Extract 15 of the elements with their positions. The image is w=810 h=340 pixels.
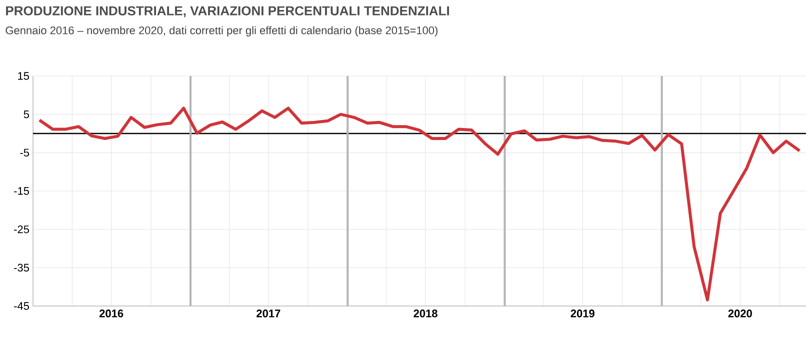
- y-tick-label: -25: [14, 225, 29, 234]
- line-series: [38, 106, 802, 302]
- y-tick-label: -5: [20, 148, 29, 157]
- x-tick-label: 2020: [728, 310, 752, 318]
- x-tick-label: 2016: [99, 310, 124, 318]
- y-tick-label: -15: [14, 187, 29, 195]
- y-tick-label: 15: [18, 72, 29, 80]
- x-tick-label: 2018: [414, 310, 438, 318]
- chart-title: PRODUZIONE INDUSTRIALE, VARIAZIONI PERCENTUALI TENDENZIALI: [6, 6, 449, 18]
- chart-subtitle: Gennaio 2016 – novembre 2020, dati corretti per gli effetti di calendario (base 2015=100): [6, 26, 438, 36]
- x-tick-label: 2019: [570, 310, 594, 318]
- y-tick-label: -35: [14, 264, 29, 272]
- y-tick-label: 5: [24, 110, 29, 118]
- x-tick-label: 2017: [256, 310, 280, 318]
- y-tick-label: -45: [14, 302, 29, 310]
